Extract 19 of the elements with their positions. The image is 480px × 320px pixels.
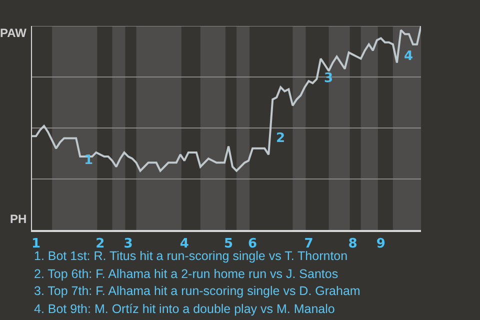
x-tick-label: 4 (180, 236, 189, 252)
x-tick-label: 8 (348, 236, 358, 252)
text: 1. Bot 1st: R. Titus hit a run-scoring single vs T. Thornton (34, 249, 348, 263)
annotation: 3 (324, 71, 334, 86)
x-tick-label: 2 (96, 236, 105, 252)
x-tick-label: 9 (376, 236, 386, 252)
text: 3. Top 7th: F. Alhama hit a run-scoring single vs D. Graham (34, 284, 360, 298)
text: PAW (0, 26, 28, 40)
x-tick-label: 1 (31, 236, 41, 252)
x-tick-label: 6 (248, 236, 258, 252)
annotation: 4 (404, 49, 414, 64)
text: PH (10, 212, 27, 226)
x-tick-label: 5 (224, 236, 234, 252)
text: 4. Bot 9th: M. Ortíz hit into a double play vs M. Manalo (34, 302, 335, 316)
x-tick-label: 3 (124, 236, 133, 252)
annotation: 2 (276, 131, 286, 146)
x-tick-label: 7 (304, 236, 314, 252)
text: 2. Top 6th: F. Alhama hit a 2-run home run vs J. Santos (34, 267, 338, 281)
annotation: 1 (84, 153, 94, 168)
